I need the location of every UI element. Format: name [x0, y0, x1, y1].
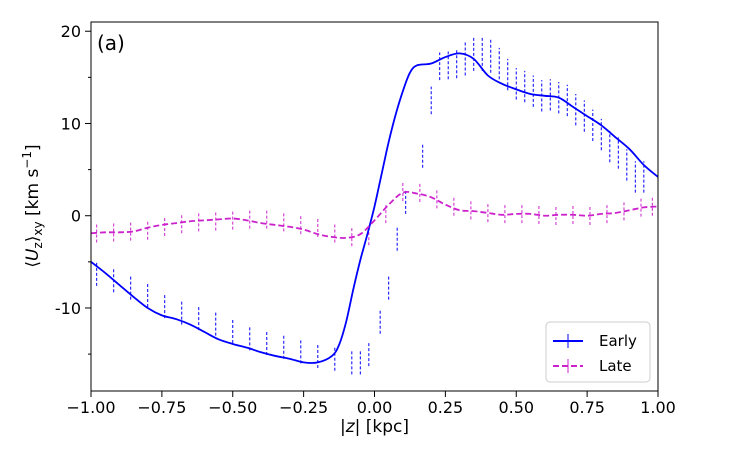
- x-tick-label: 0.00: [357, 398, 393, 417]
- series-lines: [91, 52, 658, 364]
- legend-label-early: Early: [599, 332, 637, 350]
- y-axis-label: ⟨Uz⟩xy [km s−1]: [20, 144, 45, 267]
- legend-box: [545, 321, 651, 383]
- y-tick-label: 10: [61, 114, 81, 133]
- error-bars: [96, 37, 653, 375]
- x-axis: −1.00 −0.75 −0.50 −0.25 0.00 0.25 0.50 0.75 1.00: [66, 391, 676, 417]
- legend-entry-early: Early: [553, 332, 637, 350]
- panel-label: (a): [97, 31, 125, 55]
- legend: Early Late: [545, 321, 651, 383]
- x-tick-label: −0.25: [279, 398, 328, 417]
- y-tick-label: 0: [71, 207, 81, 226]
- x-tick-label: 0.50: [498, 398, 534, 417]
- x-tick-label: 0.75: [569, 398, 605, 417]
- legend-label-late: Late: [599, 357, 632, 375]
- x-tick-label: 0.25: [428, 398, 464, 417]
- y-tick-label: 20: [61, 22, 81, 41]
- series-line-late: [91, 191, 658, 239]
- x-tick-label: 1.00: [640, 398, 676, 417]
- x-tick-label: −0.50: [208, 398, 257, 417]
- x-tick-label: −1.00: [66, 398, 115, 417]
- x-tick-label: −0.75: [137, 398, 186, 417]
- y-tick-label: -10: [55, 299, 81, 318]
- series-line-early: [91, 52, 658, 364]
- y-axis: -10 0 10 20: [55, 22, 91, 355]
- legend-entry-late: Late: [553, 357, 632, 375]
- x-axis-label: |z| [kpc]: [340, 417, 409, 437]
